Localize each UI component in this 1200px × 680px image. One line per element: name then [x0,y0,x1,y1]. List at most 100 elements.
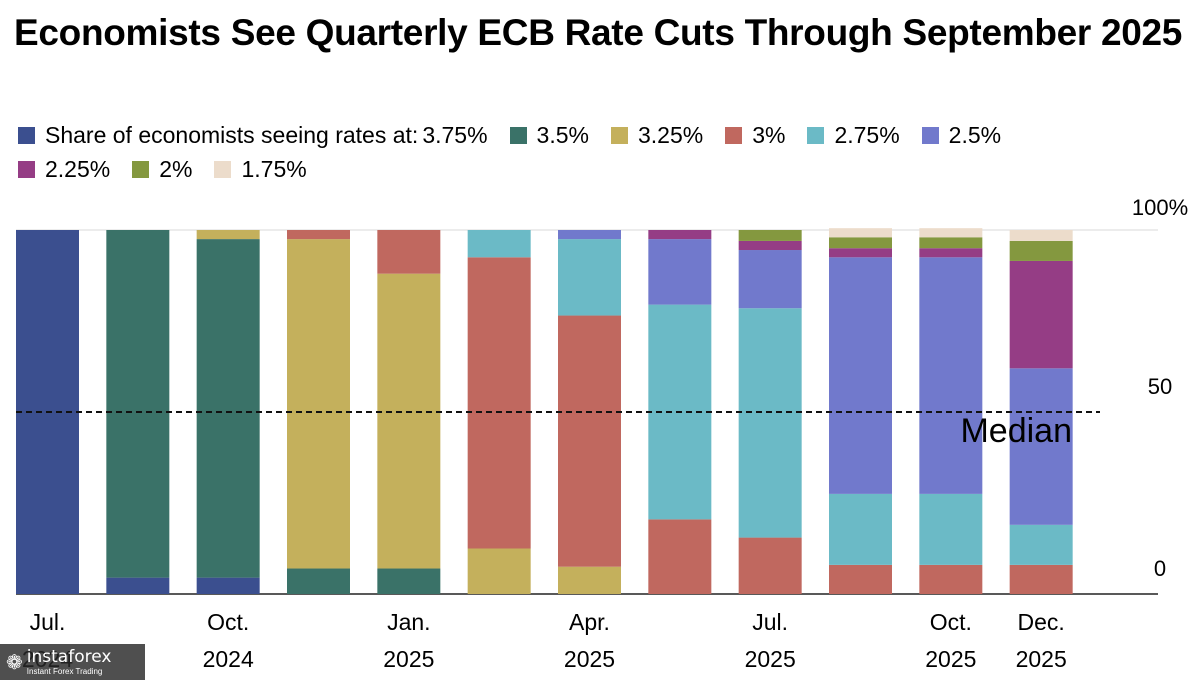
x-tick-label-8-line2: 2025 [745,646,796,672]
legend-row-1: Share of economists seeing rates at: 3.7… [18,118,1188,152]
median-reference-line: Median [16,411,1100,450]
bar-jan-2025-3-5 [377,568,441,594]
x-tick-label-11-line1: Dec. [1018,609,1065,635]
watermark: ❁ instaforex Instant Forex Trading [0,644,145,680]
bar-dec-2025-2-5 [1009,368,1073,525]
watermark-logo-icon: ❁ [6,651,23,674]
legend-label-1-75: 1.75% [241,155,307,182]
bar-jun-2025-3 [648,519,712,594]
bar-mar-2025-2-75 [467,230,531,258]
legend-row-2: 2.25% 2% 1.75% [18,152,1188,186]
bar-jul-2025-2 [738,230,802,241]
bar-sep-2025-2-5 [829,257,892,494]
x-tick-label-11-line2: 2025 [1016,646,1067,672]
bar-segments [16,228,1073,594]
legend-swatch-3-75 [18,126,35,144]
legend-label-3-75: 3.75% [422,121,488,148]
bar-jun-2025-2-5 [648,239,712,305]
x-tick-label-2-line1: Oct. [207,609,249,635]
bar-dec-2024-3-25 [287,239,350,569]
bar-sep-2025-3 [829,564,892,594]
legend-label-2-75: 2.75% [834,121,900,148]
bar-dec-2025-3 [1009,564,1073,594]
chart-legend: Share of economists seeing rates at: 3.7… [18,118,1188,186]
bar-jan-2025-3-25 [377,273,441,569]
legend-swatch-1-75 [214,160,232,178]
x-tick-label-10-line1: Oct. [930,609,972,635]
bar-jan-2025-3 [377,230,441,274]
legend-swatch-3 [725,126,743,144]
bar-apr-2025-3 [558,315,621,567]
x-tick-label-6-line1: Apr. [569,609,610,635]
bar-dec-2025-1-75 [1009,230,1073,241]
bar-dec-2024-3-5 [287,568,350,594]
x-tick-label-8-line1: Jul. [752,609,788,635]
legend-item-1-75: 1.75% [214,155,307,183]
bar-oct-2025-2 [919,237,983,249]
bar-jul-2025-2-75 [738,308,802,538]
legend-item-3-25: 3.25% [610,121,704,149]
legend-item-3: 3% [725,122,785,149]
bar-dec-2024-3 [287,230,350,240]
legend-label-2-25: 2.25% [45,155,111,182]
bar-sep-2025-2 [829,237,892,249]
x-tick-label-6-line2: 2025 [564,646,615,672]
legend-item-2-5: 2.5% [921,121,1002,149]
bar-sep-2025-1-75 [829,228,892,238]
bar-apr-2025-2-5 [558,230,621,240]
legend-swatch-3-5 [509,126,527,144]
median-label: Median [960,412,1072,450]
x-tick-label-2-line2: 2024 [203,646,254,672]
bar-dec-2025-2 [1009,240,1073,261]
bar-aug-2024-3-5 [106,230,170,578]
legend-item-2: 2% [132,156,192,183]
bar-oct-2025-1-75 [919,228,983,238]
legend-swatch-2 [132,160,150,178]
legend-label-3-25: 3.25% [637,121,704,148]
y-tick-label-0: 0 [1154,556,1166,581]
legend-swatch-2-25 [18,160,35,178]
legend-label-3-5: 3.5% [536,121,589,148]
bar-jul-2025-2-5 [738,250,802,309]
legend-swatch-2-5 [921,126,939,144]
bar-jul-2025-2-25 [738,240,802,251]
bar-oct-2025-2-75 [919,493,983,565]
bar-jun-2025-2-25 [648,230,712,240]
legend-label-3: 3% [752,121,786,148]
x-axis-ticks: Jul.2024Oct.2024Jan.2025Apr.2025Jul.2025… [22,609,1067,672]
legend-item-2-25: 2.25% [18,156,110,183]
legend-item-2-75: 2.75% [807,121,900,149]
legend-label-2-5: 2.5% [948,121,1002,148]
bar-oct-2025-2-25 [919,248,983,258]
y-tick-label-50: 50 [1148,374,1172,399]
x-tick-label-10-line2: 2025 [925,646,976,672]
bar-mar-2025-3-25 [467,548,531,594]
bar-apr-2025-2-75 [558,239,621,316]
legend-swatch-2-75 [807,126,825,144]
legend-prefix: Share of economists seeing rates at: [45,121,419,148]
bar-oct-2024-3-5 [196,239,260,578]
legend-item-3-5: 3.5% [509,121,589,149]
bar-oct-2024-3-75 [196,577,260,594]
bar-dec-2025-2-75 [1009,524,1073,565]
bar-sep-2025-2-25 [829,248,892,258]
x-tick-label-4-line1: Jan. [387,609,430,635]
legend-label-2: 2% [159,155,193,182]
bar-mar-2025-3 [467,257,531,549]
bar-oct-2025-3 [919,564,983,594]
bar-oct-2024-3-25 [196,230,260,240]
bar-apr-2025-3-25 [558,566,621,594]
bar-dec-2025-2-25 [1009,260,1073,369]
chart-title: Economists See Quarterly ECB Rate Cuts T… [14,12,1183,53]
bar-jul-2025-3 [738,537,802,594]
legend-swatch-3-25 [610,126,628,144]
bar-sep-2025-2-75 [829,493,892,565]
legend-item-3-75: Share of economists seeing rates at: 3.7… [18,122,488,149]
watermark-tagline: Instant Forex Trading [26,666,103,676]
watermark-brand: instaforex [26,646,112,667]
bar-oct-2025-2-5 [919,257,983,494]
x-tick-label-4-line2: 2025 [383,646,434,672]
bar-aug-2024-3-75 [106,577,170,594]
y-tick-label-100: 100% [1132,195,1188,220]
